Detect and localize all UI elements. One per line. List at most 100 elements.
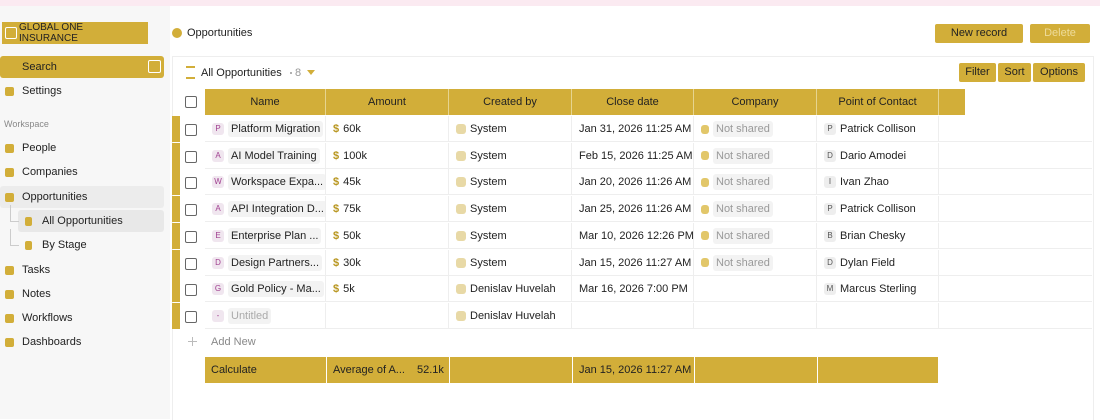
- column-header[interactable]: Close date: [572, 89, 694, 115]
- nav-subitem[interactable]: By Stage: [42, 239, 87, 252]
- creator-avatar: [456, 310, 466, 321]
- contact-badge: B: [824, 229, 836, 242]
- name-badge: A: [212, 203, 224, 216]
- delete-button[interactable]: Delete: [1030, 24, 1090, 43]
- view-caret[interactable]: [307, 70, 315, 79]
- record-name: API Integration D...: [228, 201, 325, 218]
- cell: D Dylan Field: [817, 249, 939, 276]
- breadcrumb[interactable]: Opportunities: [187, 27, 253, 39]
- name-badge: -: [212, 309, 224, 322]
- cell: - Untitled: [205, 302, 326, 329]
- column-header[interactable]: Created by: [449, 89, 572, 115]
- nav-icon: [5, 265, 14, 275]
- column-header[interactable]: Amount: [326, 89, 449, 115]
- close-date: Feb 15, 2026 11:25 AM: [579, 149, 693, 162]
- created-by: Denislav Huvelah: [470, 283, 556, 296]
- cell: Mar 16, 2026 7:00 PM: [572, 276, 694, 303]
- row-checkbox[interactable]: [185, 204, 197, 217]
- cell: [817, 302, 939, 329]
- creator-avatar: [456, 284, 466, 295]
- cell: M Marcus Sterling: [817, 276, 939, 303]
- row-checkbox[interactable]: [185, 230, 197, 243]
- name-badge: W: [212, 176, 224, 189]
- nav-subitem[interactable]: All Opportunities: [42, 214, 123, 227]
- row-checkbox[interactable]: [185, 177, 197, 190]
- options-button[interactable]: Options: [1033, 63, 1085, 82]
- close-date: Mar 10, 2026 12:26 PM: [579, 229, 694, 242]
- workspace-switcher[interactable]: GLOBAL ONE INSURANCE: [2, 22, 148, 44]
- company: Not shared: [713, 254, 773, 271]
- amount: 75k: [343, 203, 361, 216]
- settings[interactable]: Settings: [22, 85, 62, 97]
- column-header[interactable]: Point of Contact: [817, 89, 939, 115]
- nav-item[interactable]: Companies: [22, 166, 78, 179]
- cell: Not shared: [694, 169, 817, 196]
- nav-item[interactable]: Tasks: [22, 263, 51, 276]
- contact-badge: M: [824, 283, 836, 296]
- row-marker: [172, 302, 180, 329]
- nav-item[interactable]: Notes: [22, 287, 51, 300]
- select-all[interactable]: [185, 96, 197, 108]
- cell: [939, 116, 1092, 142]
- creator-avatar: [456, 177, 466, 188]
- cell: Not shared: [694, 249, 817, 276]
- footer-cell: Average of A...: [333, 363, 405, 376]
- cell: System: [449, 169, 572, 196]
- nav-item[interactable]: Opportunities: [22, 190, 88, 203]
- add-new[interactable]: Add New: [211, 335, 256, 348]
- created-by: System: [470, 229, 507, 242]
- nav-icon: [25, 216, 32, 226]
- new-record-button[interactable]: New record: [935, 24, 1023, 43]
- row-checkbox[interactable]: [185, 150, 197, 163]
- cell: D Dario Amodei: [817, 142, 939, 169]
- cell: [939, 250, 1092, 276]
- filter-button[interactable]: Filter: [959, 63, 996, 82]
- cell: P Patrick Collison: [817, 116, 939, 142]
- view-name[interactable]: All Opportunities: [201, 67, 282, 79]
- nav-item[interactable]: Dashboards: [22, 336, 82, 349]
- footer-divider: [449, 356, 450, 383]
- amount: 45k: [343, 176, 361, 189]
- nav-item[interactable]: People: [22, 142, 57, 154]
- name-badge: G: [212, 283, 224, 296]
- row-checkbox[interactable]: [185, 310, 197, 323]
- cell: Not shared: [694, 116, 817, 142]
- settings-icon: [5, 87, 14, 96]
- close-date: Jan 20, 2026 11:26 AM: [579, 176, 692, 189]
- footer-bar: [205, 356, 938, 383]
- search[interactable]: Search: [0, 56, 164, 78]
- cell: Jan 15, 2026 11:27 AM: [572, 249, 694, 276]
- footer-divider: [694, 356, 695, 383]
- sort-button[interactable]: Sort: [998, 63, 1031, 82]
- cell: Not shared: [694, 222, 817, 249]
- lock-icon: [701, 151, 709, 161]
- cell: $50k: [326, 222, 449, 249]
- view-icon: [186, 66, 195, 79]
- amount: 5k: [343, 283, 355, 296]
- lock-icon: [701, 124, 709, 134]
- cell: $75k: [326, 196, 449, 223]
- cell: G Gold Policy - Ma...: [205, 276, 326, 303]
- cell: $30k: [326, 249, 449, 276]
- column-header[interactable]: Company: [694, 89, 817, 115]
- nav-item[interactable]: Workflows: [22, 312, 73, 325]
- column-header[interactable]: Name: [205, 89, 326, 115]
- contact: Marcus Sterling: [840, 283, 917, 296]
- cell: Mar 10, 2026 12:26 PM: [572, 222, 694, 249]
- add-column[interactable]: [939, 89, 965, 115]
- row-checkbox[interactable]: [185, 284, 197, 297]
- record-name: AI Model Training: [228, 147, 320, 164]
- row-checkbox[interactable]: [185, 124, 197, 136]
- cell: [694, 302, 817, 329]
- row-marker: [172, 276, 180, 303]
- cell: [939, 276, 1092, 303]
- cell: [694, 276, 817, 303]
- row-checkbox[interactable]: [185, 257, 197, 270]
- nav-icon: [5, 338, 14, 348]
- contact: Patrick Collison: [840, 203, 916, 216]
- contact: Patrick Collison: [840, 123, 916, 135]
- cell: [939, 143, 1092, 169]
- footer-value: 52.1k: [417, 363, 444, 376]
- footer-divider: [326, 356, 327, 383]
